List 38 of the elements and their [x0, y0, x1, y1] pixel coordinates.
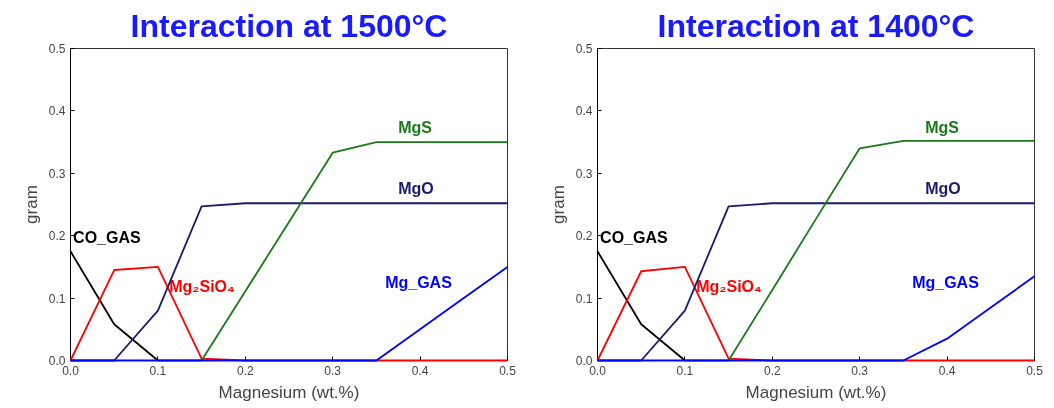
y-tick-label: 0.0 — [575, 354, 593, 368]
x-tick-label: 0.1 — [676, 363, 694, 378]
series-label: MgS — [925, 118, 960, 136]
y-tick-label: 0.1 — [575, 291, 593, 306]
series-label: Mg_GAS — [385, 273, 453, 291]
series-label: Mg₂SiO₄ — [696, 277, 762, 295]
y-axis-title: gram — [548, 185, 568, 224]
y-tick-label: 0.0 — [48, 354, 66, 368]
x-axis-title: Magnesium (wt.%) — [218, 382, 360, 402]
y-tick-label: 0.5 — [575, 42, 593, 56]
y-tick-label: 0.2 — [575, 229, 593, 244]
y-tick-label: 0.3 — [48, 166, 66, 181]
series-label: CO_GAS — [73, 229, 142, 247]
y-tick-label: 0.2 — [48, 229, 66, 244]
x-axis-title: Magnesium (wt.%) — [745, 382, 887, 402]
series-label: MgS — [398, 118, 433, 136]
x-tick-label: 0.2 — [236, 363, 254, 378]
series-label: MgO — [398, 180, 434, 198]
series-label: CO_GAS — [600, 229, 669, 247]
series-label: Mg_GAS — [912, 273, 980, 291]
series-label: MgO — [925, 180, 961, 198]
series-label: Mg₂SiO₄ — [169, 277, 235, 295]
chart-title: Interaction at 1400°C — [657, 7, 975, 44]
y-tick-label: 0.5 — [48, 42, 66, 56]
x-tick-label: 0.4 — [938, 363, 956, 378]
y-tick-label: 0.1 — [48, 291, 66, 306]
x-tick-label: 0.3 — [851, 363, 869, 378]
x-tick-label: 0.3 — [324, 363, 342, 378]
x-tick-label: 0.5 — [499, 363, 517, 378]
y-axis-title: gram — [21, 185, 41, 224]
x-tick-label: 0.4 — [411, 363, 429, 378]
y-tick-label: 0.3 — [575, 166, 593, 181]
x-tick-label: 0.1 — [149, 363, 167, 378]
x-tick-label: 0.5 — [1026, 363, 1044, 378]
y-tick-label: 0.4 — [48, 104, 66, 119]
x-tick-label: 0.2 — [763, 363, 781, 378]
chart-title: Interaction at 1500°C — [130, 7, 448, 44]
y-tick-label: 0.4 — [575, 104, 593, 119]
